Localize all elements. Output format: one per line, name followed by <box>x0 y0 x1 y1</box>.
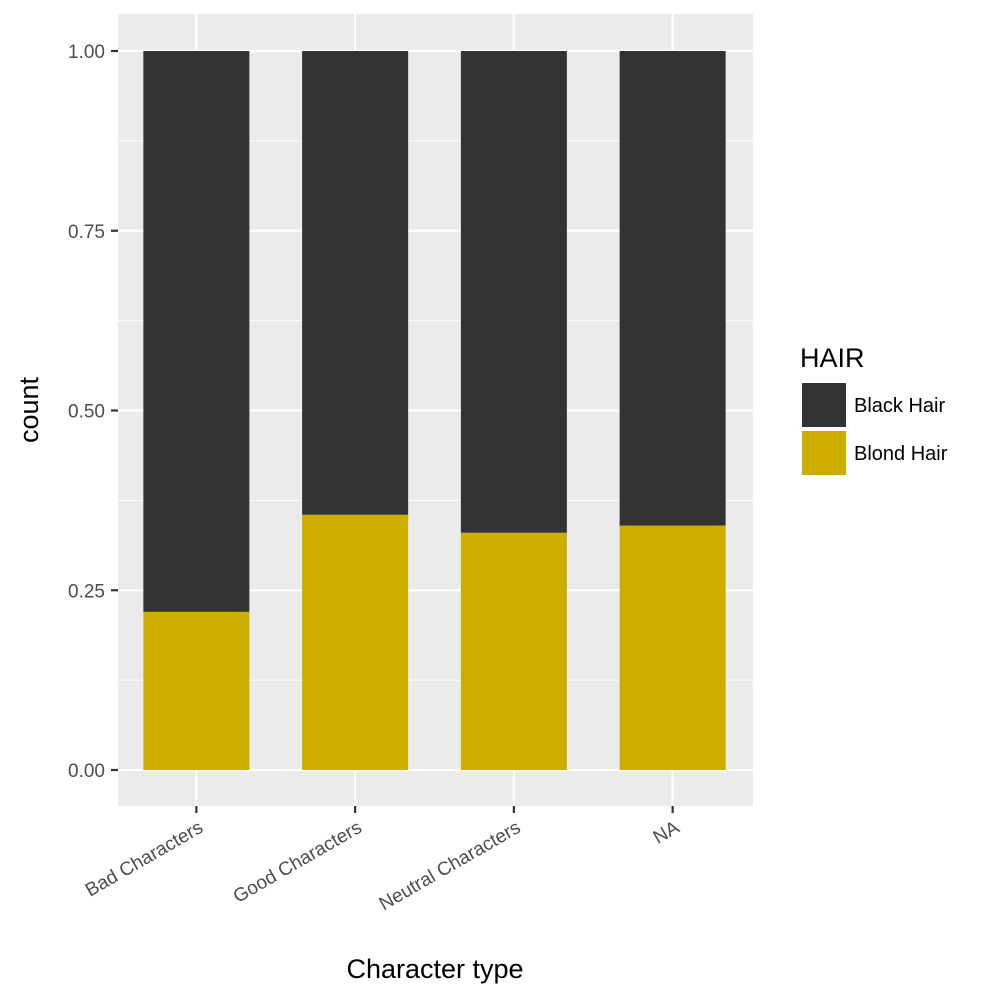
legend-key-blond-hair <box>802 431 846 475</box>
bar-black-hair <box>143 51 250 612</box>
bar-black-hair <box>619 51 726 526</box>
legend-label: Black Hair <box>854 395 945 417</box>
y-tick-label: 0.50 <box>68 402 105 423</box>
y-axis: 0.00 0.25 0.50 0.75 1.00 <box>68 42 118 782</box>
bar-black-hair <box>302 51 409 515</box>
legend: HAIR Black Hair Blond Hair <box>800 343 948 475</box>
bar-black-hair <box>460 51 567 533</box>
y-tick-label: 0.75 <box>68 222 105 243</box>
legend-title: HAIR <box>800 343 865 373</box>
y-tick-label: 1.00 <box>68 42 105 63</box>
bars <box>143 51 726 770</box>
y-tick-label: 0.25 <box>68 581 105 602</box>
x-axis-title: Character type <box>346 954 523 984</box>
bar-blond-hair <box>460 532 567 770</box>
y-tick-label: 0.00 <box>68 761 105 782</box>
legend-label: Blond Hair <box>854 443 948 465</box>
bar-blond-hair <box>619 525 726 770</box>
bar-blond-hair <box>302 514 409 770</box>
legend-key-black-hair <box>802 383 846 427</box>
y-axis-title: count <box>14 376 44 443</box>
bar-blond-hair <box>143 611 250 770</box>
